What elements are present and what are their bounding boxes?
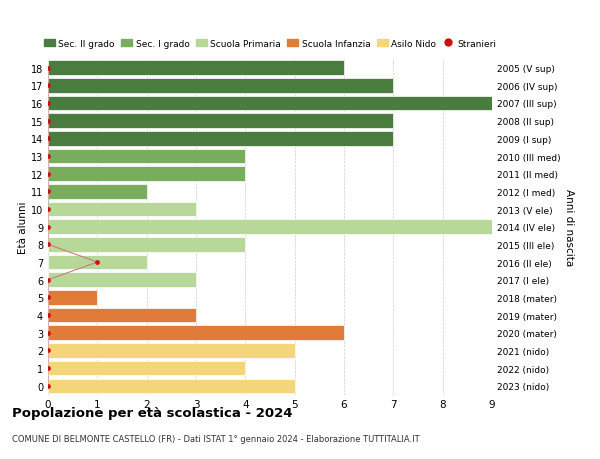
Bar bbox=[48, 79, 394, 93]
Point bbox=[43, 83, 53, 90]
Bar bbox=[48, 150, 245, 164]
Point bbox=[43, 382, 53, 390]
Bar bbox=[48, 114, 394, 129]
Point bbox=[43, 330, 53, 337]
Legend: Sec. II grado, Sec. I grado, Scuola Primaria, Scuola Infanzia, Asilo Nido, Stran: Sec. II grado, Sec. I grado, Scuola Prim… bbox=[44, 39, 496, 49]
Bar bbox=[48, 291, 97, 305]
Text: Popolazione per età scolastica - 2024: Popolazione per età scolastica - 2024 bbox=[12, 406, 293, 419]
Point bbox=[43, 294, 53, 302]
Bar bbox=[48, 238, 245, 252]
Bar bbox=[48, 326, 344, 340]
Point bbox=[43, 206, 53, 213]
Bar bbox=[48, 273, 196, 287]
Point bbox=[43, 188, 53, 196]
Point bbox=[43, 118, 53, 125]
Bar bbox=[48, 308, 196, 323]
Bar bbox=[48, 185, 146, 199]
Point bbox=[43, 153, 53, 160]
Point bbox=[43, 276, 53, 284]
Bar bbox=[48, 220, 492, 235]
Bar bbox=[48, 255, 146, 270]
Bar bbox=[48, 132, 394, 146]
Y-axis label: Anni di nascita: Anni di nascita bbox=[565, 189, 574, 266]
Point bbox=[43, 171, 53, 178]
Point bbox=[43, 241, 53, 248]
Point bbox=[92, 259, 102, 266]
Bar bbox=[48, 167, 245, 181]
Bar bbox=[48, 343, 295, 358]
Bar bbox=[48, 202, 196, 217]
Bar bbox=[48, 96, 492, 111]
Point bbox=[43, 100, 53, 107]
Point bbox=[43, 224, 53, 231]
Bar bbox=[48, 361, 245, 375]
Point bbox=[43, 312, 53, 319]
Point bbox=[43, 135, 53, 143]
Bar bbox=[48, 61, 344, 76]
Y-axis label: Età alunni: Età alunni bbox=[18, 201, 28, 253]
Text: COMUNE DI BELMONTE CASTELLO (FR) - Dati ISTAT 1° gennaio 2024 - Elaborazione TUT: COMUNE DI BELMONTE CASTELLO (FR) - Dati … bbox=[12, 434, 419, 443]
Bar bbox=[48, 379, 295, 393]
Point bbox=[43, 364, 53, 372]
Point bbox=[43, 347, 53, 354]
Point bbox=[43, 65, 53, 72]
